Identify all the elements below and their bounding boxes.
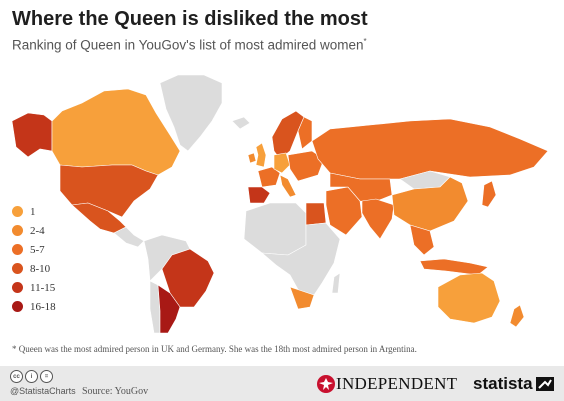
region-ireland [247,152,257,164]
legend: 1 2-4 5-7 8-10 11-15 16-18 [12,202,56,316]
legend-item: 2-4 [12,221,56,240]
statista-logo[interactable]: statista [473,374,554,394]
region-china [391,176,469,232]
region-south-africa [289,286,315,310]
region-iceland [231,116,251,130]
legend-label: 5-7 [30,243,45,256]
chart-title: Where the Queen is disliked the most [12,8,368,30]
subtitle-text: Ranking of Queen in YouGov's list of mos… [12,37,364,53]
legend-swatch [12,282,23,293]
region-italy [279,174,297,198]
region-brazil [161,248,215,308]
region-southeast-asia [409,224,435,256]
independent-wordmark: INDEPENDENT [336,374,458,393]
legend-swatch [12,206,23,217]
legend-item: 5-7 [12,240,56,259]
region-australia [437,272,501,324]
footer: cc i = @StatistaCharts Source: YouGov IN… [0,366,564,401]
chart-subtitle: Ranking of Queen in YouGov's list of mos… [12,37,367,53]
creative-commons-icon[interactable]: cc [10,370,23,383]
region-argentina [157,284,181,334]
legend-label: 8-10 [30,262,51,275]
twitter-handle[interactable]: @StatistaCharts [10,386,76,396]
region-uk [255,142,267,168]
region-alaska [11,112,53,158]
region-russia [311,118,549,180]
region-finland [297,116,313,150]
legend-item: 8-10 [12,259,56,278]
region-north-africa [243,202,307,256]
world-map [11,74,549,334]
legend-item: 11-15 [12,278,56,297]
footnote: * Queen was the most admired person in U… [12,344,417,354]
region-spain [247,186,271,204]
legend-label: 16-18 [30,300,56,313]
no-derivatives-icon[interactable]: = [40,370,53,383]
legend-label: 2-4 [30,224,45,237]
source-text: Source: YouGov [82,386,149,397]
legend-item: 1 [12,202,56,221]
subtitle-marker: * [363,37,367,46]
region-germany [273,152,291,174]
legend-swatch [12,225,23,236]
region-madagascar [331,272,341,294]
statista-wordmark: statista [473,374,533,393]
legend-label: 11-15 [30,281,56,294]
license-icons: cc i = [10,370,53,383]
legend-swatch [12,244,23,255]
region-france [257,166,281,188]
eagle-icon [317,375,335,393]
legend-item: 16-18 [12,297,56,316]
legend-swatch [12,263,23,274]
independent-logo[interactable]: INDEPENDENT [316,374,457,394]
region-japan [481,180,497,208]
attribution-icon[interactable]: i [25,370,38,383]
region-egypt [305,202,327,226]
statista-mark-icon [535,377,554,391]
region-indonesia [419,258,489,276]
region-new-zealand [509,304,525,328]
region-canada [51,88,181,176]
region-india [361,198,395,240]
region-eastern-europe [287,150,325,182]
region-central-africa [261,222,341,296]
region-greenland [159,74,223,152]
legend-swatch [12,301,23,312]
region-usa [59,164,159,218]
legend-label: 1 [30,205,36,218]
